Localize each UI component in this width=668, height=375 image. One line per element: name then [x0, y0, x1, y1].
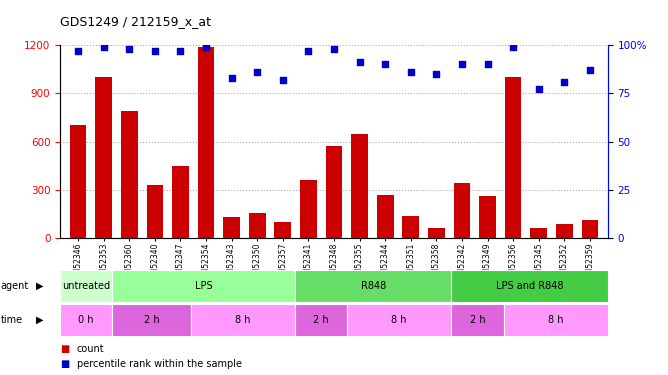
- Point: [73, 48, 84, 54]
- Bar: [556, 225, 572, 238]
- Bar: [275, 222, 291, 238]
- Bar: [69, 126, 86, 238]
- Bar: [112, 270, 295, 302]
- Point: [457, 61, 468, 68]
- Text: 2 h: 2 h: [470, 315, 485, 325]
- Point: [508, 44, 518, 50]
- Bar: [60, 304, 112, 336]
- Bar: [454, 183, 470, 238]
- Bar: [452, 270, 608, 302]
- Point: [200, 44, 211, 50]
- Bar: [223, 217, 240, 238]
- Point: [98, 44, 109, 50]
- Point: [482, 61, 493, 68]
- Text: untreated: untreated: [62, 281, 110, 291]
- Text: 2 h: 2 h: [144, 315, 159, 325]
- Text: 2 h: 2 h: [313, 315, 329, 325]
- Bar: [96, 77, 112, 238]
- Text: 8 h: 8 h: [548, 315, 564, 325]
- Text: 8 h: 8 h: [391, 315, 407, 325]
- Point: [150, 48, 160, 54]
- Bar: [377, 195, 393, 238]
- Point: [175, 48, 186, 54]
- Text: ■: ■: [60, 359, 69, 369]
- Point: [405, 69, 416, 75]
- Bar: [198, 47, 214, 238]
- Text: 8 h: 8 h: [235, 315, 250, 325]
- Bar: [60, 270, 112, 302]
- Bar: [479, 196, 496, 238]
- Point: [303, 48, 314, 54]
- Bar: [326, 146, 342, 238]
- Bar: [300, 180, 317, 238]
- Bar: [190, 304, 295, 336]
- Bar: [121, 111, 138, 238]
- Bar: [351, 134, 368, 238]
- Text: R848: R848: [361, 281, 385, 291]
- Point: [534, 86, 544, 92]
- Point: [431, 71, 442, 77]
- Point: [559, 79, 570, 85]
- Text: 0 h: 0 h: [78, 315, 94, 325]
- Point: [354, 59, 365, 65]
- Point: [584, 67, 595, 73]
- Point: [277, 77, 288, 83]
- Bar: [452, 304, 504, 336]
- Text: percentile rank within the sample: percentile rank within the sample: [77, 359, 242, 369]
- Text: agent: agent: [1, 281, 29, 291]
- Bar: [295, 304, 347, 336]
- Bar: [505, 77, 522, 238]
- Point: [124, 46, 134, 52]
- Bar: [504, 304, 608, 336]
- Bar: [249, 213, 266, 238]
- Text: ▶: ▶: [36, 281, 43, 291]
- Bar: [112, 304, 190, 336]
- Bar: [402, 216, 419, 238]
- Text: ▶: ▶: [36, 315, 43, 325]
- Bar: [146, 185, 163, 238]
- Text: count: count: [77, 344, 104, 354]
- Bar: [295, 270, 452, 302]
- Point: [380, 61, 391, 68]
- Text: ■: ■: [60, 344, 69, 354]
- Bar: [428, 228, 445, 238]
- Text: GDS1249 / 212159_x_at: GDS1249 / 212159_x_at: [60, 15, 211, 28]
- Bar: [582, 220, 599, 238]
- Bar: [530, 228, 547, 238]
- Point: [329, 46, 339, 52]
- Text: LPS and R848: LPS and R848: [496, 281, 563, 291]
- Text: time: time: [1, 315, 23, 325]
- Point: [252, 69, 263, 75]
- Text: LPS: LPS: [195, 281, 212, 291]
- Point: [226, 75, 237, 81]
- Bar: [172, 166, 189, 238]
- Bar: [347, 304, 452, 336]
